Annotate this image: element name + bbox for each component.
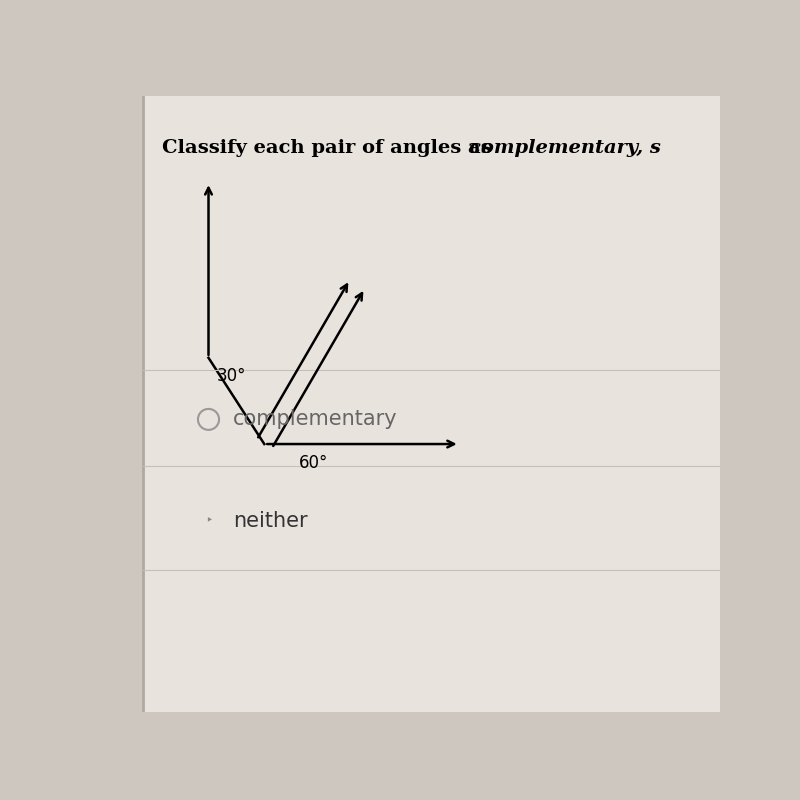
Text: ‣: ‣ (206, 514, 213, 527)
FancyBboxPatch shape (143, 96, 720, 712)
Text: 60°: 60° (298, 454, 328, 471)
Text: neither: neither (234, 511, 308, 531)
Text: 30°: 30° (216, 367, 246, 386)
Text: complementary: complementary (234, 410, 398, 430)
Text: Classify each pair of angles as: Classify each pair of angles as (162, 139, 498, 158)
Text: complementary, s: complementary, s (469, 139, 661, 158)
